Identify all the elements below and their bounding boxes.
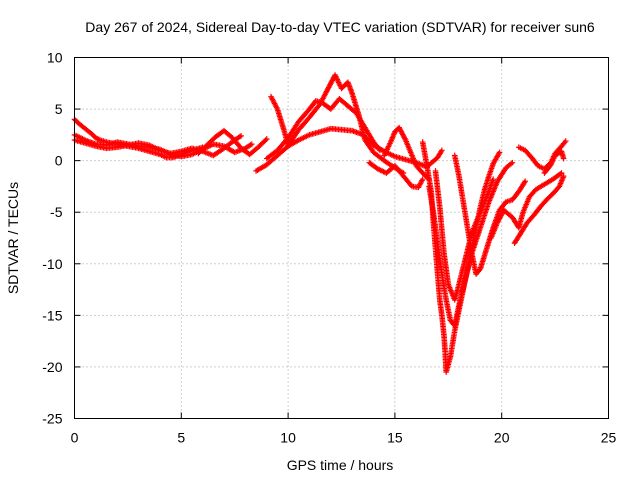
y-tick-label: -15 <box>42 307 62 323</box>
x-tick-label: 5 <box>177 430 185 446</box>
y-tick-label: 10 <box>47 50 63 66</box>
grid <box>74 57 609 419</box>
series-arc12 <box>426 159 516 329</box>
series-arc16 <box>511 173 567 246</box>
x-axis-title: GPS time / hours <box>287 457 394 473</box>
data-point <box>238 133 244 139</box>
axis-ticks: 0 5 10 15 20 25 -25 -20 -15 -10 -5 0 5 10 <box>42 50 616 446</box>
data-point <box>562 138 569 144</box>
x-tick-label: 25 <box>601 430 617 446</box>
data-point <box>419 176 426 183</box>
data-point <box>262 137 269 143</box>
chart-title: Day 267 of 2024, Sidereal Day-to-day VTE… <box>85 19 595 35</box>
y-tick-label: -10 <box>42 256 62 272</box>
series-arc5 <box>253 125 364 174</box>
x-tick-label: 0 <box>71 430 79 446</box>
y-tick-label: -25 <box>42 411 62 427</box>
data-point <box>522 178 528 185</box>
y-tick-label: -20 <box>42 359 62 375</box>
plot-frame <box>74 57 609 419</box>
x-tick-label: 20 <box>494 430 510 446</box>
data-point <box>558 170 565 176</box>
series-arc18 <box>541 148 567 176</box>
series-arc7 <box>268 72 407 176</box>
series-arc4 <box>195 127 270 158</box>
x-tick-label: 10 <box>280 430 296 446</box>
data-point <box>439 147 445 154</box>
series-arc3 <box>71 133 244 159</box>
y-tick-label: 5 <box>55 101 63 117</box>
data-point <box>263 136 270 142</box>
data-point <box>557 171 564 177</box>
series-layer <box>71 72 569 375</box>
y-tick-label: 0 <box>55 153 63 169</box>
data-point <box>560 155 567 162</box>
data-point <box>248 141 255 147</box>
data-point <box>509 159 516 166</box>
series-arc10 <box>366 159 426 191</box>
data-point <box>560 173 567 179</box>
y-axis-title: SDTVAR / TECUs <box>5 182 21 294</box>
series-arc15 <box>488 170 565 241</box>
x-tick-label: 15 <box>387 430 403 446</box>
data-point <box>490 176 496 183</box>
series-arc9 <box>381 124 432 183</box>
y-tick-label: -5 <box>50 204 63 220</box>
data-point <box>496 149 503 156</box>
